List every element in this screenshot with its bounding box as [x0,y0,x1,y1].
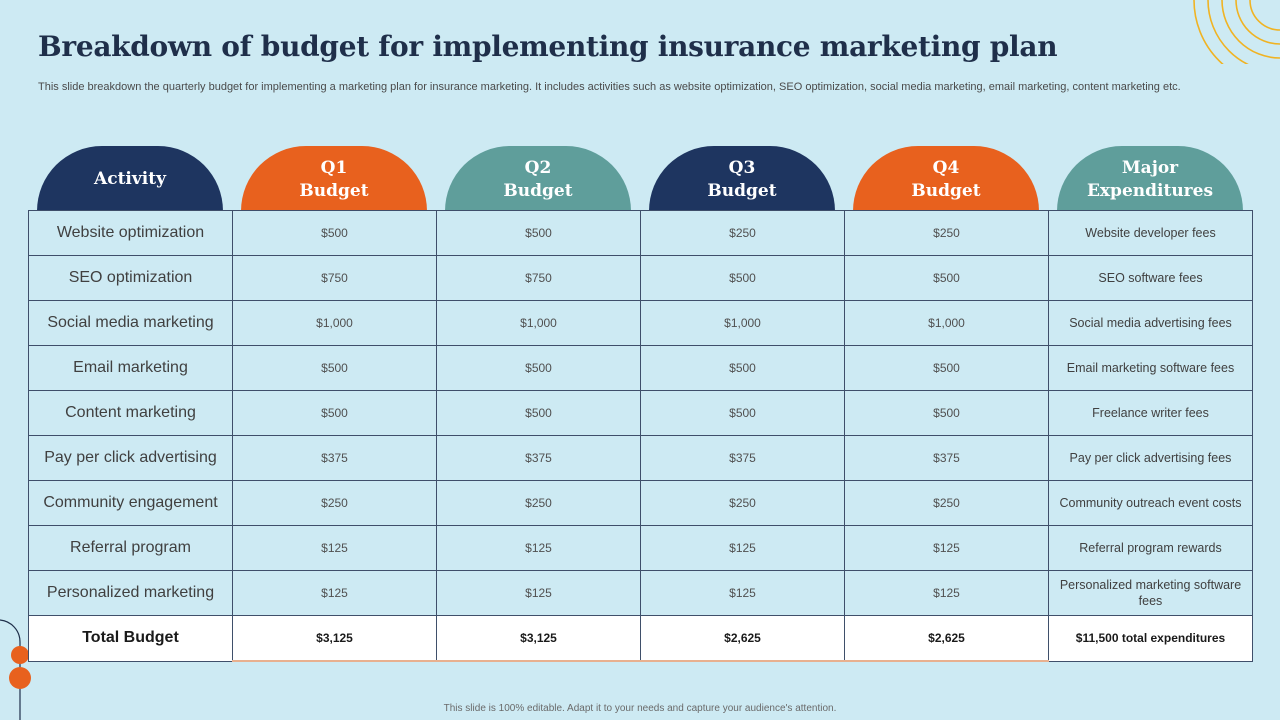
decorative-rings [1193,0,1280,64]
header-activity: Activity [37,146,223,211]
q1-cell: $500 [232,210,437,256]
q4-total: $2,625 [844,615,1049,662]
expenditure-cell: Pay per click advertising fees [1048,435,1253,481]
page-subtitle: This slide breakdown the quarterly budge… [38,81,1181,93]
table-row: Social media marketing $1,000 $1,000 $1,… [28,300,1253,346]
q1-cell: $1,000 [232,300,437,346]
q2-cell: $500 [436,210,641,256]
expenditure-cell: Community outreach event costs [1048,480,1253,526]
q4-cell: $375 [844,435,1049,481]
table-header-row: Activity Q1 Budget Q2 Budget Q3 Budget Q… [28,146,1252,211]
q1-cell: $750 [232,255,437,301]
expenditure-cell: Referral program rewards [1048,525,1253,571]
q2-cell: $375 [436,435,641,481]
q4-cell: $500 [844,390,1049,436]
header-label: Q3 Budget [707,157,777,201]
q4-cell: $250 [844,480,1049,526]
q3-cell: $1,000 [640,300,845,346]
q3-cell: $500 [640,390,845,436]
q1-cell: $375 [232,435,437,481]
q2-cell: $750 [436,255,641,301]
table-row: Pay per click advertising $375 $375 $375… [28,435,1253,481]
q4-cell: $125 [844,525,1049,571]
table-row: Referral program $125 $125 $125 $125 Ref… [28,525,1253,571]
q3-cell: $500 [640,255,845,301]
q2-cell: $125 [436,525,641,571]
q1-cell: $500 [232,345,437,391]
header-label: Q1 Budget [299,157,369,201]
q3-cell: $250 [640,210,845,256]
q4-cell: $1,000 [844,300,1049,346]
budget-table: Website optimization $500 $500 $250 $250… [28,210,1253,662]
table-row: Website optimization $500 $500 $250 $250… [28,210,1253,256]
header-q2-budget: Q2 Budget [445,146,631,211]
expenditure-cell: Email marketing software fees [1048,345,1253,391]
q2-cell: $250 [436,480,641,526]
header-major-expenditures: Major Expenditures [1057,146,1243,211]
q3-total: $2,625 [640,615,845,662]
expenditure-cell: Personalized marketing software fees [1048,570,1253,616]
total-label: Total Budget [28,615,233,662]
activity-cell: Email marketing [28,345,233,391]
table-row: Community engagement $250 $250 $250 $250… [28,480,1253,526]
table-row: Content marketing $500 $500 $500 $500 Fr… [28,390,1253,436]
q3-cell: $125 [640,525,845,571]
activity-cell: Content marketing [28,390,233,436]
q3-cell: $250 [640,480,845,526]
total-row: Total Budget $3,125 $3,125 $2,625 $2,625… [28,615,1253,662]
expenditure-cell: Freelance writer fees [1048,390,1253,436]
table-row: Email marketing $500 $500 $500 $500 Emai… [28,345,1253,391]
q1-total: $3,125 [232,615,437,662]
q2-cell: $500 [436,345,641,391]
q1-cell: $500 [232,390,437,436]
header-label: Q2 Budget [503,157,573,201]
header-q1-budget: Q1 Budget [241,146,427,211]
activity-cell: Personalized marketing [28,570,233,616]
header-q4-budget: Q4 Budget [853,146,1039,211]
activity-cell: Referral program [28,525,233,571]
q4-cell: $250 [844,210,1049,256]
q2-cell: $1,000 [436,300,641,346]
q3-cell: $500 [640,345,845,391]
header-label: Major Expenditures [1086,157,1214,201]
activity-cell: SEO optimization [28,255,233,301]
q2-total: $3,125 [436,615,641,662]
table-row: SEO optimization $750 $750 $500 $500 SEO… [28,255,1253,301]
expenditure-cell: Website developer fees [1048,210,1253,256]
decorative-circles [0,619,31,720]
activity-cell: Website optimization [28,210,233,256]
activity-cell: Pay per click advertising [28,435,233,481]
expenditure-total: $11,500 total expenditures [1048,615,1253,662]
activity-cell: Community engagement [28,480,233,526]
q3-cell: $125 [640,570,845,616]
activity-cell: Social media marketing [28,300,233,346]
expenditure-cell: Social media advertising fees [1048,300,1253,346]
q2-cell: $125 [436,570,641,616]
q3-cell: $375 [640,435,845,481]
header-q3-budget: Q3 Budget [649,146,835,211]
q2-cell: $500 [436,390,641,436]
header-label: Q4 Budget [911,157,981,201]
header-label: Activity [94,169,166,189]
footer-note: This slide is 100% editable. Adapt it to… [443,703,837,714]
q4-cell: $500 [844,345,1049,391]
table-row: Personalized marketing $125 $125 $125 $1… [28,570,1253,616]
q4-cell: $125 [844,570,1049,616]
page-title: Breakdown of budget for implementing ins… [38,30,1058,63]
expenditure-cell: SEO software fees [1048,255,1253,301]
q1-cell: $125 [232,570,437,616]
q1-cell: $250 [232,480,437,526]
q4-cell: $500 [844,255,1049,301]
q1-cell: $125 [232,525,437,571]
